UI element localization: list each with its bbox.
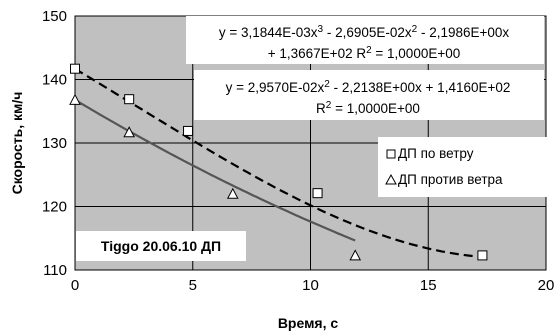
series-1-trendline-path <box>74 67 483 258</box>
series-1-point <box>70 63 80 74</box>
equation-2-line-1: y = 2,9570E-02x2 - 2,2138E+00x + 1,4160E… <box>226 79 511 96</box>
series-2-trendline <box>74 98 356 242</box>
y-tick-label: 110 <box>43 262 67 279</box>
legend-triangle-marker <box>385 173 397 185</box>
y-tick-label: 120 <box>42 199 67 216</box>
y-tick-labels: 110 120 130 140 150 <box>42 8 67 279</box>
annotation-label: Tiggo 20.06.10 ДП <box>101 238 221 254</box>
series-1-point <box>124 94 135 105</box>
legend-label-series-1: ДП по ветру <box>398 146 474 161</box>
series-2-point <box>349 249 362 261</box>
series-2-point <box>69 93 81 105</box>
y-tick-label: 140 <box>42 72 67 89</box>
x-tick-labels: 0 5 10 15 20 <box>71 277 555 294</box>
x-tick-label: 0 <box>71 277 79 294</box>
x-tick-label: 10 <box>302 277 319 294</box>
equation-2-line-2: R2 = 1,0000E+00 <box>316 100 420 117</box>
series-1-trendline <box>74 67 483 258</box>
equation-box-2: y = 2,9570E-02x2 - 2,2138E+00x + 1,4160E… <box>194 70 544 120</box>
legend: ДП по ветру ДП против ветра <box>378 137 548 197</box>
annotation-box: Tiggo 20.06.10 ДП <box>76 231 246 261</box>
equation-box-1: y = 3,1844E-03x3 - 2,6905E-02x2 - 2,1986… <box>186 16 544 64</box>
x-tick-label: 5 <box>189 277 197 294</box>
x-tick-label: 15 <box>420 277 437 294</box>
y-tick-label: 150 <box>42 8 67 25</box>
equation-1-line-2: + 1,3667E+02 R2 = 1,0000E+00 <box>268 45 461 62</box>
series-2-point <box>226 187 239 199</box>
series-1-point <box>477 250 488 261</box>
x-tick-label: 20 <box>538 277 555 294</box>
series-2-trendline-path <box>74 98 356 242</box>
y-tick-label: 130 <box>42 135 67 152</box>
legend-label-series-2: ДП против ветра <box>398 172 503 187</box>
series-1-point <box>183 125 194 136</box>
y-axis-title: Скорость, км/ч <box>9 92 25 195</box>
series-2-points <box>69 93 362 261</box>
legend-square-marker <box>386 149 396 159</box>
series-1-point <box>312 188 323 199</box>
series-2-point <box>123 126 135 138</box>
equation-1-line-1: y = 3,1844E-03x3 - 2,6905E-02x2 - 2,1986… <box>219 24 510 41</box>
x-axis-title: Время, с <box>278 315 339 331</box>
series-1-points <box>70 63 488 261</box>
